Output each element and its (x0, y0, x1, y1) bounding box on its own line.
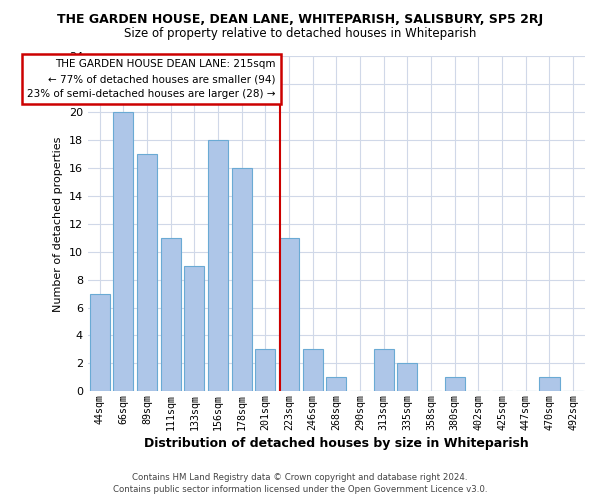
Bar (326, 378, 346, 392)
Bar (279, 238, 299, 392)
Bar (374, 350, 394, 392)
Text: THE GARDEN HOUSE DEAN LANE: 215sqm
← 77% of detached houses are smaller (94)
23%: THE GARDEN HOUSE DEAN LANE: 215sqm ← 77%… (27, 60, 275, 99)
Bar (113, 112, 133, 392)
Bar (232, 168, 252, 392)
Bar (302, 350, 323, 392)
Text: THE GARDEN HOUSE, DEAN LANE, WHITEPARISH, SALISBURY, SP5 2RJ: THE GARDEN HOUSE, DEAN LANE, WHITEPARISH… (57, 12, 543, 26)
X-axis label: Distribution of detached houses by size in Whiteparish: Distribution of detached houses by size … (144, 437, 529, 450)
Bar (539, 378, 560, 392)
Bar (255, 350, 275, 392)
Text: Size of property relative to detached houses in Whiteparish: Size of property relative to detached ho… (124, 28, 476, 40)
Bar (89, 294, 110, 392)
Y-axis label: Number of detached properties: Number of detached properties (53, 136, 63, 312)
Text: Contains HM Land Registry data © Crown copyright and database right 2024.
Contai: Contains HM Land Registry data © Crown c… (113, 472, 487, 494)
Bar (184, 266, 205, 392)
Bar (208, 140, 228, 392)
Bar (161, 238, 181, 392)
Bar (137, 154, 157, 392)
Bar (397, 364, 418, 392)
Bar (445, 378, 465, 392)
